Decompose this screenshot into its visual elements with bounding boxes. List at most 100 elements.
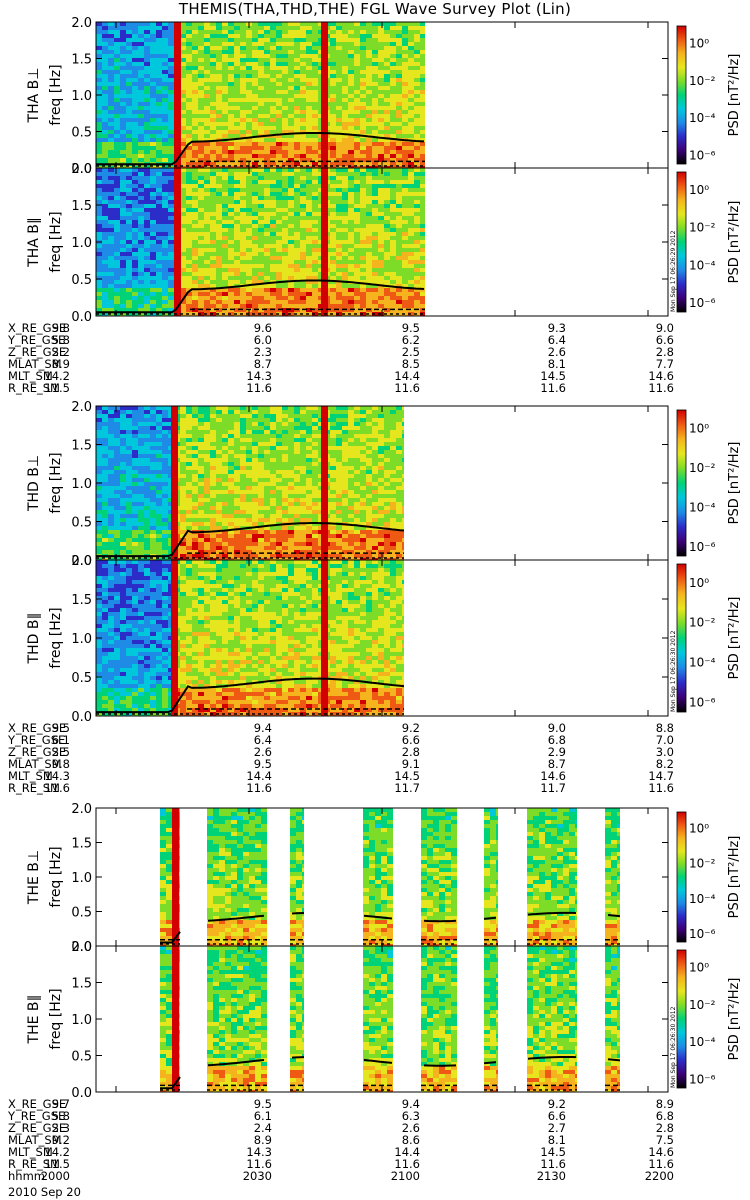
heat-cell: [390, 46, 396, 50]
heat-cell: [210, 94, 216, 98]
heat-cell: [144, 102, 150, 106]
heat-cell: [312, 54, 318, 58]
heat-cell: [390, 50, 396, 54]
heat-cell: [378, 74, 384, 78]
heat-cell: [162, 130, 168, 134]
heat-cell: [270, 54, 276, 58]
heat-cell: [366, 166, 372, 168]
heat-cell: [204, 522, 210, 526]
heat-cell: [282, 220, 288, 224]
heat-cell: [216, 280, 222, 284]
heat-cell: [402, 188, 408, 192]
heat-cell: [96, 74, 102, 78]
heat-cell: [240, 34, 246, 38]
heat-cell: [186, 300, 192, 304]
heat-cell: [132, 146, 138, 150]
heat-cell: [336, 288, 342, 292]
heat-cell: [258, 224, 264, 228]
heat-cell: [144, 542, 150, 546]
heat-cell: [180, 256, 186, 260]
heat-cell: [414, 200, 420, 204]
heat-cell: [150, 288, 156, 292]
heat-cell: [180, 422, 186, 426]
heat-cell: [414, 118, 420, 122]
heat-cell: [198, 122, 204, 126]
heat-cell: [372, 118, 378, 122]
heat-cell: [366, 46, 372, 50]
heat-cell: [270, 256, 276, 260]
heat-cell: [360, 126, 366, 130]
heat-cell: [186, 542, 192, 546]
heat-cell: [234, 268, 240, 272]
heat-cell: [246, 268, 252, 272]
heat-cell: [252, 196, 258, 200]
heat-cell: [180, 308, 186, 312]
heat-cell: [114, 158, 120, 162]
heat-cell: [114, 172, 120, 176]
heat-cell: [210, 434, 216, 438]
heat-cell: [132, 478, 138, 482]
heat-cell: [156, 252, 162, 256]
heat-cell: [378, 26, 384, 30]
heat-cell: [204, 442, 210, 446]
heat-cell: [240, 46, 246, 50]
heat-cell: [258, 296, 264, 300]
heat-cell: [312, 106, 318, 110]
heat-cell: [162, 248, 168, 252]
heat-cell: [222, 232, 228, 236]
heat-cell: [234, 240, 240, 244]
heat-cell: [216, 70, 222, 74]
heat-cell: [384, 70, 390, 74]
heat-cell: [162, 482, 168, 486]
heat-cell: [228, 126, 234, 130]
heat-cell: [132, 292, 138, 296]
heat-cell: [408, 292, 414, 296]
heat-cell: [216, 134, 222, 138]
heat-cell: [108, 98, 114, 102]
heat-cell: [294, 110, 300, 114]
heat-cell: [402, 276, 408, 280]
heat-cell: [222, 422, 228, 426]
heat-cell: [342, 126, 348, 130]
heat-cell: [192, 232, 198, 236]
heat-cell: [108, 478, 114, 482]
heat-cell: [108, 176, 114, 180]
heat-cell: [264, 98, 270, 102]
heat-cell: [120, 86, 126, 90]
heat-cell: [348, 78, 354, 82]
heat-cell: [168, 30, 174, 34]
heat-cell: [114, 482, 120, 486]
heat-cell: [294, 280, 300, 284]
heat-cell: [384, 204, 390, 208]
heat-cell: [402, 304, 408, 308]
heat-cell: [204, 478, 210, 482]
heat-cell: [216, 26, 222, 30]
heat-cell: [126, 538, 132, 542]
heat-cell: [108, 534, 114, 538]
heat-cell: [144, 46, 150, 50]
heat-cell: [192, 176, 198, 180]
heat-cell: [108, 110, 114, 114]
heat-cell: [294, 26, 300, 30]
heat-cell: [210, 74, 216, 78]
heat-cell: [198, 162, 204, 166]
heat-cell: [408, 244, 414, 248]
heat-cell: [252, 232, 258, 236]
heat-cell: [300, 58, 306, 62]
heat-cell: [114, 232, 120, 236]
heat-cell: [264, 176, 270, 180]
heat-cell: [108, 522, 114, 526]
heat-cell: [180, 284, 186, 288]
heat-cell: [108, 256, 114, 260]
heat-cell: [378, 54, 384, 58]
heat-cell: [228, 154, 234, 158]
heat-cell: [402, 252, 408, 256]
heat-cell: [150, 106, 156, 110]
heat-cell: [138, 102, 144, 106]
heat-cell: [96, 550, 102, 554]
heat-cell: [108, 232, 114, 236]
heat-cell: [390, 38, 396, 42]
heat-cell: [102, 506, 108, 510]
heat-cell: [138, 422, 144, 426]
heat-cell: [204, 280, 210, 284]
